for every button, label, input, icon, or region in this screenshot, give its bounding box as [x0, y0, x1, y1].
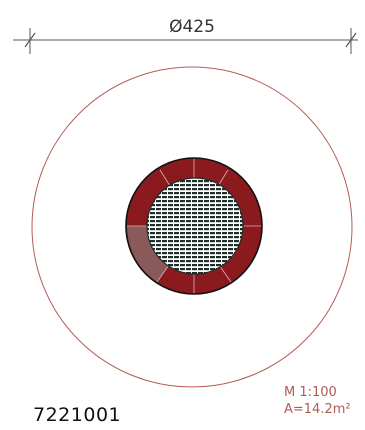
area-value: A=14.2m²: [284, 402, 351, 417]
ring-outline: [125, 157, 263, 295]
drawing-code: 7221001: [33, 404, 122, 426]
diameter-dimension: Ø425: [13, 17, 358, 54]
outer-boundary-circle: [31, 66, 353, 388]
inner-outline: [146, 177, 244, 275]
ring-joints: [127, 158, 261, 294]
dimension-label: Ø425: [169, 17, 215, 37]
scale-annotation: M 1:100 A=14.2m²: [284, 384, 351, 418]
dimension-tick-left: [24, 32, 36, 48]
inner-hatched-circle: [146, 177, 244, 275]
dimension-tick-right: [345, 32, 357, 48]
inner-fill: [147, 178, 243, 274]
scale-ratio: M 1:100: [284, 385, 337, 400]
ring-light-segment: [126, 226, 169, 282]
